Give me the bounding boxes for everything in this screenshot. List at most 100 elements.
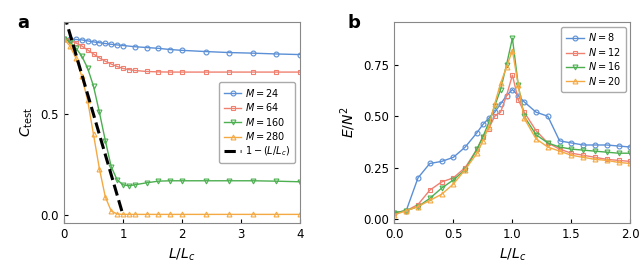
$M = 24$ (296, 53, 304, 56)
$N = 8$ (414, 176, 422, 180)
$M = 64$ (72, 41, 79, 45)
$M = 64$ (155, 70, 163, 73)
$M = 24$ (60, 37, 68, 41)
$N = 12$ (502, 94, 510, 97)
$M = 24$ (78, 38, 86, 42)
Y-axis label: $C_\mathrm{test}$: $C_\mathrm{test}$ (19, 107, 35, 137)
$M = 160$ (178, 179, 186, 183)
$N = 8$ (479, 123, 487, 126)
$M = 64$ (202, 70, 209, 74)
$N = 8$ (556, 139, 563, 143)
$N = 16$ (473, 147, 481, 151)
$N = 20$ (603, 159, 611, 162)
$N = 8$ (532, 110, 540, 114)
$M = 280$ (131, 213, 139, 216)
Text: a: a (17, 14, 29, 32)
$N = 8$ (568, 141, 575, 145)
$M = 160$ (119, 183, 127, 186)
$M = 64$ (119, 67, 127, 70)
$M = 280$ (72, 56, 79, 60)
$M = 280$ (84, 99, 92, 102)
Line: $N = 16$: $N = 16$ (392, 36, 633, 215)
$N = 20$ (509, 49, 516, 52)
$N = 12$ (603, 158, 611, 161)
$M = 160$ (166, 179, 174, 183)
$N = 16$ (438, 187, 445, 190)
$N = 20$ (479, 139, 487, 143)
$N = 12$ (461, 166, 469, 169)
$M = 24$ (84, 39, 92, 42)
$M = 160$ (60, 37, 68, 41)
$N = 8$ (615, 144, 623, 148)
$M = 24$ (119, 44, 127, 47)
$M = 160$ (249, 179, 257, 183)
$M = 280$ (166, 213, 174, 216)
$N = 8$ (544, 115, 552, 118)
$N = 20$ (532, 137, 540, 140)
$M = 64$ (143, 70, 150, 73)
$N = 16$ (579, 149, 587, 152)
$N = 8$ (579, 143, 587, 147)
$M = 280$ (119, 213, 127, 216)
$M = 64$ (296, 70, 304, 74)
$N = 12$ (426, 188, 434, 192)
Line: $M = 64$: $M = 64$ (61, 36, 303, 75)
$N = 12$ (544, 141, 552, 145)
$N = 20$ (390, 213, 398, 217)
Line: $N = 20$: $N = 20$ (392, 48, 633, 217)
$N = 20$ (473, 152, 481, 155)
$N = 8$ (438, 160, 445, 163)
$M = 280$ (155, 213, 163, 216)
$N = 8$ (515, 94, 522, 97)
$M = 64$ (84, 48, 92, 52)
$N = 12$ (627, 160, 634, 163)
$N = 12$ (556, 147, 563, 151)
$M = 280$ (273, 213, 280, 216)
$N = 12$ (390, 211, 398, 214)
$N = 16$ (556, 146, 563, 149)
$N = 8$ (627, 146, 634, 149)
$M = 64$ (102, 60, 109, 63)
$N = 12$ (491, 115, 499, 118)
$N = 8$ (461, 146, 469, 149)
$N = 8$ (491, 110, 499, 114)
$N = 16$ (491, 104, 499, 108)
$N = 12$ (403, 209, 410, 212)
$N = 16$ (461, 168, 469, 171)
$N = 20$ (497, 82, 504, 85)
$N = 16$ (502, 63, 510, 67)
$N = 8$ (449, 156, 457, 159)
$M = 24$ (225, 51, 233, 54)
$M = 64$ (66, 39, 74, 42)
$M = 280$ (296, 213, 304, 216)
$M = 160$ (113, 178, 121, 181)
$M = 64$ (78, 44, 86, 48)
$M = 280$ (60, 37, 68, 41)
$N = 20$ (627, 162, 634, 165)
$M = 24$ (95, 41, 103, 44)
$N = 16$ (449, 178, 457, 181)
$M = 160$ (90, 85, 97, 88)
$N = 8$ (390, 211, 398, 214)
$M = 64$ (225, 70, 233, 74)
$N = 12$ (438, 180, 445, 184)
$N = 8$ (426, 162, 434, 165)
$N = 12$ (515, 98, 522, 101)
$M = 24$ (155, 47, 163, 50)
$M = 24$ (143, 46, 150, 49)
$N = 20$ (426, 199, 434, 202)
$M = 24$ (90, 40, 97, 44)
Line: $N = 8$: $N = 8$ (392, 87, 633, 215)
$M = 24$ (113, 43, 121, 47)
$N = 12$ (485, 127, 493, 130)
$M = 280$ (249, 213, 257, 216)
$N = 16$ (485, 121, 493, 124)
$N = 20$ (438, 193, 445, 196)
$M = 280$ (225, 213, 233, 216)
$M = 280$ (202, 213, 209, 216)
$M = 280$ (90, 133, 97, 136)
$M = 24$ (178, 49, 186, 52)
$N = 12$ (509, 73, 516, 77)
$M = 160$ (108, 165, 115, 168)
$N = 8$ (509, 88, 516, 91)
